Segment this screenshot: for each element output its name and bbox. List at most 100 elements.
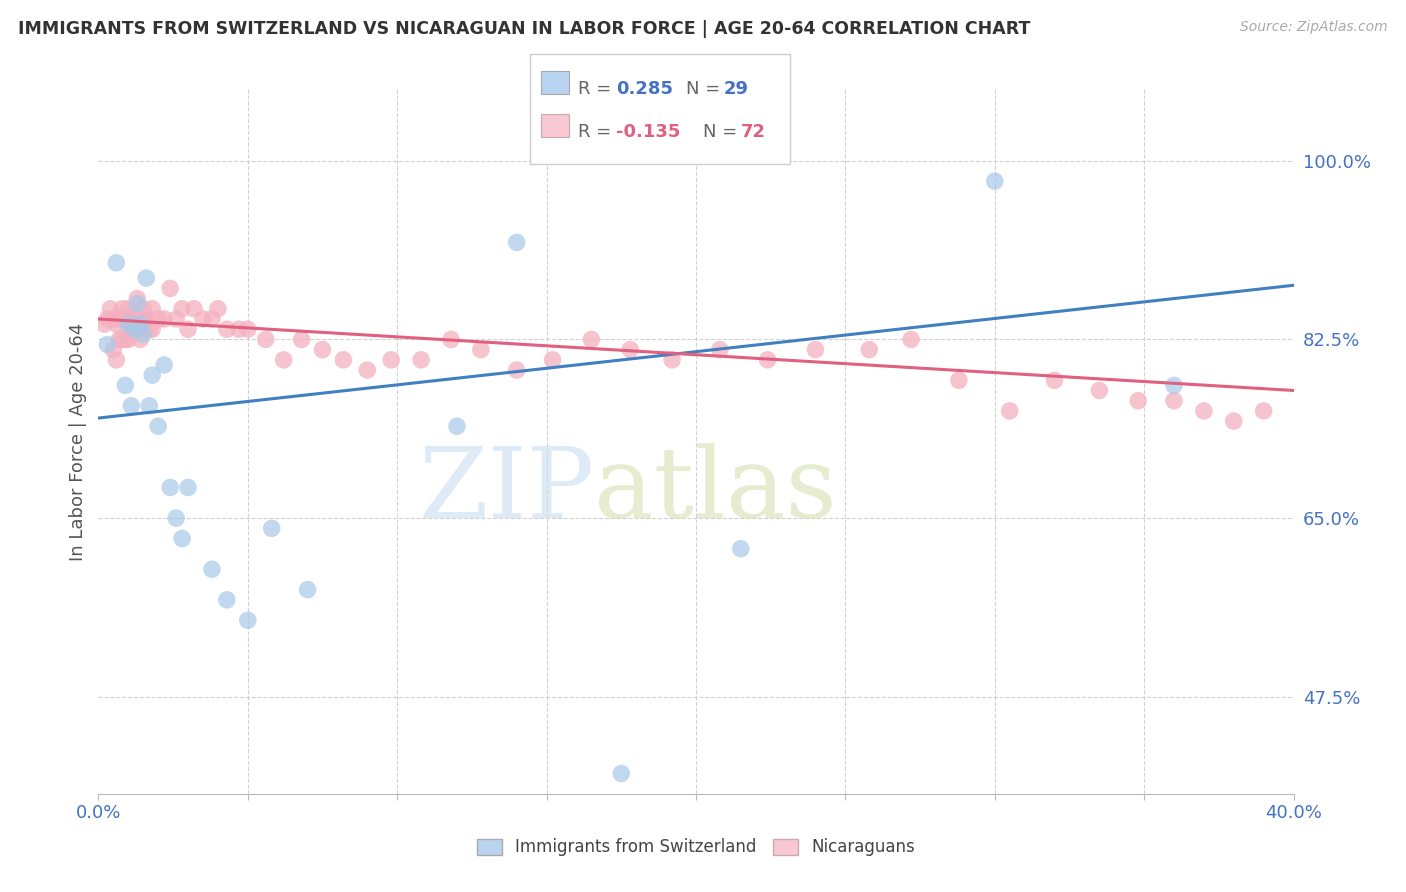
Point [207,301,229,316]
Point [114,312,136,326]
Point [120,312,142,326]
Point [124,322,146,336]
Point [159,481,181,495]
Text: 0.285: 0.285 [616,79,673,98]
Point [804,343,827,357]
Point [201,312,224,326]
Point [129,312,152,326]
Point [135,312,157,326]
Point [1192,404,1215,418]
Point [311,343,333,357]
Point [297,582,319,597]
Point [191,312,214,326]
Point [141,368,163,383]
Point [177,322,200,336]
Point [103,343,125,357]
Point [124,322,146,336]
Point [356,363,378,377]
Point [236,613,259,627]
Text: R =: R = [578,122,617,141]
Point [858,343,880,357]
Point [111,301,134,316]
Text: Source: ZipAtlas.com: Source: ZipAtlas.com [1240,20,1388,34]
Point [172,301,194,316]
Point [129,333,152,347]
Legend: Immigrants from Switzerland, Nicaraguans: Immigrants from Switzerland, Nicaraguans [470,831,922,863]
Point [291,333,314,347]
Text: -0.135: -0.135 [616,122,681,141]
Point [470,343,492,357]
Point [120,399,142,413]
Point [756,352,779,367]
Point [127,292,149,306]
Point [138,399,160,413]
Y-axis label: In Labor Force | Age 20-64: In Labor Force | Age 20-64 [69,322,87,561]
Text: 29: 29 [724,79,749,98]
Point [165,511,187,525]
Text: 72: 72 [741,122,766,141]
Point [228,322,250,336]
Point [129,317,152,331]
Point [108,333,131,347]
Point [165,312,187,326]
Point [108,312,131,326]
Point [114,378,136,392]
Point [127,322,149,336]
Point [260,521,283,535]
Point [948,373,970,387]
Point [138,322,160,336]
Point [900,333,922,347]
Text: ZIP: ZIP [418,443,595,539]
Text: atlas: atlas [595,443,837,539]
Point [132,327,155,342]
Point [141,322,163,336]
Point [177,481,200,495]
Point [440,333,463,347]
Point [201,562,224,576]
Point [117,312,139,326]
Point [709,343,731,357]
Point [506,363,529,377]
Point [581,333,603,347]
Point [153,312,176,326]
Point [332,352,354,367]
Point [411,352,433,367]
Point [541,352,564,367]
Point [105,256,128,270]
Point [148,419,170,434]
Point [93,317,115,331]
Point [172,532,194,546]
Point [159,281,181,295]
Point [114,333,136,347]
Point [1043,373,1066,387]
Point [1163,378,1185,392]
Point [183,301,205,316]
Point [215,322,238,336]
Point [380,352,402,367]
Point [98,301,122,316]
Point [1253,404,1275,418]
Point [1128,393,1150,408]
Point [132,301,155,316]
Point [153,358,176,372]
Point [998,404,1021,418]
Point [117,317,139,331]
Point [254,333,277,347]
Point [1223,414,1246,428]
Point [103,312,125,326]
Point [117,301,139,316]
Point [127,296,149,310]
Point [619,343,641,357]
Point [1163,393,1185,408]
Point [117,333,139,347]
Point [661,352,683,367]
Point [730,541,752,556]
Point [273,352,295,367]
Text: R =: R = [578,79,617,98]
Text: IMMIGRANTS FROM SWITZERLAND VS NICARAGUAN IN LABOR FORCE | AGE 20-64 CORRELATION: IMMIGRANTS FROM SWITZERLAND VS NICARAGUA… [18,20,1031,37]
Point [506,235,529,250]
Point [135,271,157,285]
Point [610,766,633,780]
Point [135,312,157,326]
Point [105,317,128,331]
